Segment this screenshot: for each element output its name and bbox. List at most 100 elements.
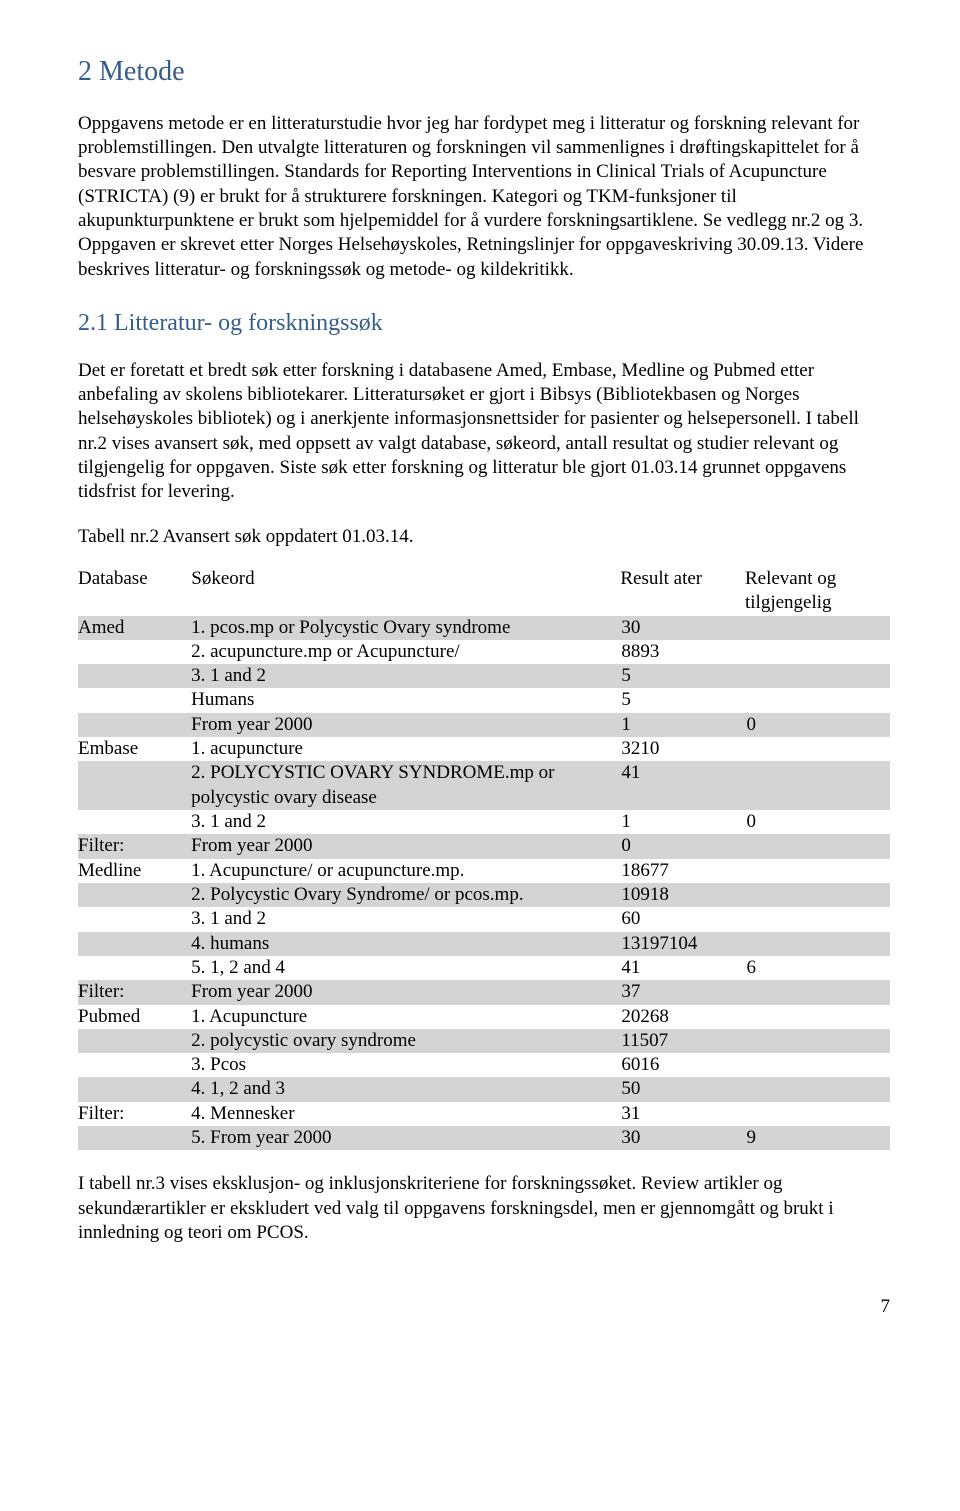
cell-relevant	[747, 1029, 890, 1053]
cell-keyword: 5. From year 2000	[191, 1126, 621, 1150]
cell-relevant	[747, 1102, 890, 1126]
cell-results: 30	[621, 1126, 746, 1150]
cell-keyword: 1. Acupuncture/ or acupuncture.mp.	[191, 859, 621, 883]
cell-database: Medline	[78, 859, 191, 883]
cell-results: 18677	[621, 859, 746, 883]
cell-keyword: 1. pcos.mp or Polycystic Ovary syndrome	[191, 616, 621, 640]
cell-relevant	[747, 616, 890, 640]
cell-database	[78, 1029, 191, 1053]
header-results: Result ater	[620, 567, 745, 616]
cell-database: Filter:	[78, 980, 191, 1004]
cell-keyword: 1. Acupuncture	[191, 1005, 621, 1029]
table-row: Filter:From year 200037	[78, 980, 890, 1004]
cell-relevant	[747, 688, 890, 712]
cell-database	[78, 907, 191, 931]
paragraph-2: Det er foretatt et bredt søk etter forsk…	[78, 359, 890, 505]
table-caption: Tabell nr.2 Avansert søk oppdatert 01.03…	[78, 525, 890, 549]
cell-keyword: 3. 1 and 2	[191, 907, 621, 931]
table-row: Pubmed1. Acupuncture20268	[78, 1005, 890, 1029]
cell-keyword: 2. Polycystic Ovary Syndrome/ or pcos.mp…	[191, 883, 621, 907]
cell-results: 13197104	[621, 932, 746, 956]
cell-results: 41	[621, 761, 746, 810]
table-row: 3. 1 and 210	[78, 810, 890, 834]
cell-relevant: 0	[747, 713, 890, 737]
cell-results: 31	[621, 1102, 746, 1126]
cell-keyword: From year 2000	[191, 713, 621, 737]
cell-results: 3210	[621, 737, 746, 761]
cell-database	[78, 810, 191, 834]
cell-results: 5	[621, 664, 746, 688]
cell-results: 50	[621, 1077, 746, 1101]
cell-database	[78, 761, 191, 810]
table-row: 4. 1, 2 and 350	[78, 1077, 890, 1101]
cell-keyword: From year 2000	[191, 980, 621, 1004]
cell-relevant	[747, 761, 890, 810]
sub-heading: 2.1 Litteratur- og forskningssøk	[78, 308, 890, 339]
paragraph-3: I tabell nr.3 vises eksklusjon- og inklu…	[78, 1172, 890, 1245]
cell-relevant	[747, 640, 890, 664]
cell-relevant: 0	[747, 810, 890, 834]
cell-database	[78, 932, 191, 956]
cell-database: Filter:	[78, 834, 191, 858]
cell-keyword: 2. acupuncture.mp or Acupuncture/	[191, 640, 621, 664]
cell-results: 10918	[621, 883, 746, 907]
cell-database: Filter:	[78, 1102, 191, 1126]
cell-results: 60	[621, 907, 746, 931]
cell-relevant	[747, 883, 890, 907]
table-header-row: Database Søkeord Result ater Relevant og…	[78, 567, 890, 616]
paragraph-1: Oppgavens metode er en litteraturstudie …	[78, 112, 890, 282]
cell-relevant	[747, 664, 890, 688]
table-row: Filter:From year 20000	[78, 834, 890, 858]
table-row: Medline1. Acupuncture/ or acupuncture.mp…	[78, 859, 890, 883]
cell-database	[78, 956, 191, 980]
cell-relevant: 9	[747, 1126, 890, 1150]
cell-database	[78, 713, 191, 737]
cell-keyword: 5. 1, 2 and 4	[191, 956, 621, 980]
main-heading: 2 Metode	[78, 54, 890, 90]
table-row: 3. 1 and 25	[78, 664, 890, 688]
cell-keyword: 4. 1, 2 and 3	[191, 1077, 621, 1101]
cell-results: 41	[621, 956, 746, 980]
cell-results: 30	[621, 616, 746, 640]
cell-relevant	[747, 980, 890, 1004]
cell-relevant	[747, 737, 890, 761]
cell-relevant	[747, 834, 890, 858]
table-row: 2. Polycystic Ovary Syndrome/ or pcos.mp…	[78, 883, 890, 907]
cell-results: 6016	[621, 1053, 746, 1077]
header-keyword: Søkeord	[191, 567, 620, 616]
cell-relevant	[747, 907, 890, 931]
cell-database	[78, 640, 191, 664]
table-row: 3. Pcos6016	[78, 1053, 890, 1077]
cell-relevant	[747, 859, 890, 883]
table-row: 2. POLYCYSTIC OVARY SYNDROME.mp or polyc…	[78, 761, 890, 810]
page-number: 7	[78, 1295, 890, 1319]
cell-keyword: 3. 1 and 2	[191, 810, 621, 834]
cell-keyword: 1. acupuncture	[191, 737, 621, 761]
cell-keyword: Humans	[191, 688, 621, 712]
cell-keyword: From year 2000	[191, 834, 621, 858]
table-row: Humans5	[78, 688, 890, 712]
search-table: Database Søkeord Result ater Relevant og…	[78, 567, 890, 616]
cell-keyword: 4. Mennesker	[191, 1102, 621, 1126]
cell-database	[78, 688, 191, 712]
cell-keyword: 2. POLYCYSTIC OVARY SYNDROME.mp or polyc…	[191, 761, 621, 810]
cell-results: 8893	[621, 640, 746, 664]
cell-results: 11507	[621, 1029, 746, 1053]
cell-keyword: 3. 1 and 2	[191, 664, 621, 688]
table-row: From year 200010	[78, 713, 890, 737]
cell-relevant	[747, 1053, 890, 1077]
cell-relevant	[747, 1005, 890, 1029]
search-table-body: Amed1. pcos.mp or Polycystic Ovary syndr…	[78, 616, 890, 1151]
cell-database: Amed	[78, 616, 191, 640]
table-row: 5. From year 2000309	[78, 1126, 890, 1150]
cell-relevant	[747, 932, 890, 956]
cell-relevant: 6	[747, 956, 890, 980]
cell-results: 1	[621, 810, 746, 834]
cell-database	[78, 1077, 191, 1101]
header-relevant: Relevant og tilgjengelig	[745, 567, 890, 616]
table-row: 4. humans13197104	[78, 932, 890, 956]
table-row: 2. acupuncture.mp or Acupuncture/8893	[78, 640, 890, 664]
cell-database	[78, 664, 191, 688]
cell-results: 37	[621, 980, 746, 1004]
cell-database: Pubmed	[78, 1005, 191, 1029]
